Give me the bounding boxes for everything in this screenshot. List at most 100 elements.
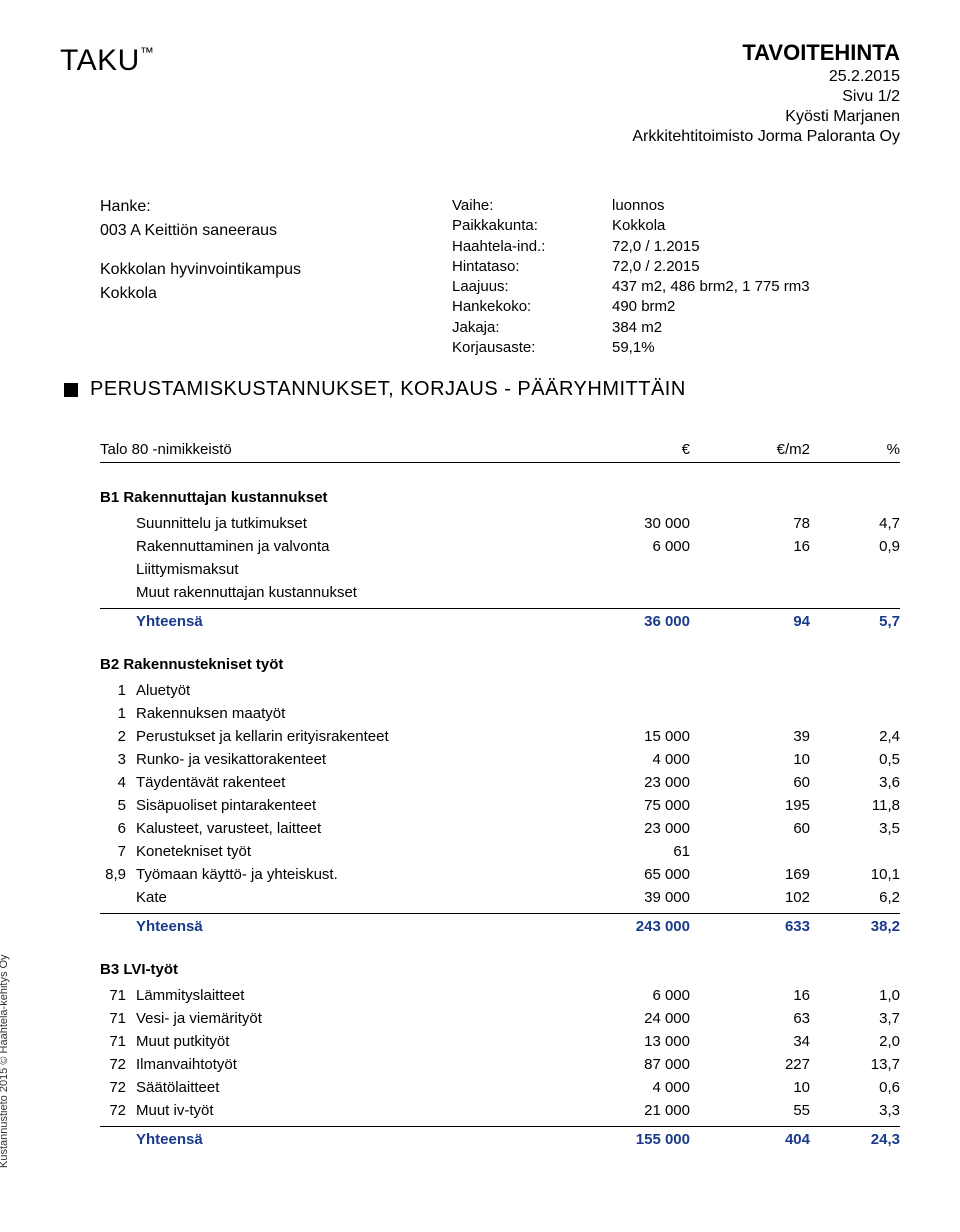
table-row: 2Perustukset ja kellarin erityisrakentee…: [100, 725, 900, 748]
row-eur: 6 000: [550, 538, 690, 555]
row-m2: [690, 561, 810, 578]
row-m2: 169: [690, 866, 810, 883]
row-label: Perustukset ja kellarin erityisrakenteet: [136, 728, 550, 745]
metadata-row: Hankekoko:490 brm2: [452, 297, 900, 317]
project-label: Hanke:: [100, 196, 432, 218]
metadata-row: Paikkakunta:Kokkola: [452, 216, 900, 236]
metadata-label: Jakaja:: [452, 318, 612, 338]
row-label: Täydentävät rakenteet: [136, 774, 550, 791]
row-idx: 71: [100, 1033, 136, 1050]
table-row: 4Täydentävät rakenteet23 000603,6: [100, 771, 900, 794]
row-m2: 60: [690, 774, 810, 791]
row-eur: 23 000: [550, 774, 690, 791]
row-m2: 63: [690, 1010, 810, 1027]
bullet-square-icon: [64, 383, 78, 397]
group-b3-title: B3 LVI-työt: [100, 961, 900, 978]
sum-m2: 404: [690, 1131, 810, 1148]
table-row: 3Runko- ja vesikattorakenteet4 000100,5: [100, 748, 900, 771]
metadata-value: 437 m2, 486 brm2, 1 775 rm3: [612, 277, 900, 297]
row-m2: 55: [690, 1102, 810, 1119]
table-row: 6Kalusteet, varusteet, laitteet23 000603…: [100, 817, 900, 840]
row-idx: 5: [100, 797, 136, 814]
table-row: 7Konetekniset työt61: [100, 840, 900, 863]
row-pct: 10,1: [810, 866, 900, 883]
row-eur: 23 000: [550, 820, 690, 837]
metadata-block: Vaihe:luonnos Paikkakunta:Kokkola Haahte…: [452, 196, 900, 358]
row-eur: 24 000: [550, 1010, 690, 1027]
col-m2: €/m2: [690, 441, 810, 458]
header-right: TAVOITEHINTA 25.2.2015 Sivu 1/2 Kyösti M…: [632, 40, 900, 146]
row-label: Aluetyöt: [136, 682, 550, 699]
row-idx: 72: [100, 1102, 136, 1119]
row-idx: 72: [100, 1056, 136, 1073]
sum-m2: 94: [690, 613, 810, 630]
row-eur: 61: [550, 843, 690, 860]
row-eur: 21 000: [550, 1102, 690, 1119]
row-label: Lämmityslaitteet: [136, 987, 550, 1004]
row-m2: 16: [690, 987, 810, 1004]
group-b3-sum: Yhteensä 155 000 404 24,3: [100, 1126, 900, 1148]
table-row: 1Aluetyöt: [100, 679, 900, 702]
row-idx: [100, 889, 136, 906]
sum-pct: 38,2: [810, 918, 900, 935]
row-eur: [550, 682, 690, 699]
sum-eur: 243 000: [550, 918, 690, 935]
row-idx: 1: [100, 705, 136, 722]
row-eur: 87 000: [550, 1056, 690, 1073]
row-label: Ilmanvaihtotyöt: [136, 1056, 550, 1073]
row-eur: [550, 705, 690, 722]
row-pct: [810, 584, 900, 601]
table-row: 72Säätölaitteet4 000100,6: [100, 1076, 900, 1099]
trademark-symbol: ™: [140, 44, 155, 60]
sum-label: Yhteensä: [100, 613, 550, 630]
row-idx: 7: [100, 843, 136, 860]
doc-date: 25.2.2015: [632, 68, 900, 86]
sum-label: Yhteensä: [100, 1131, 550, 1148]
col-label: Talo 80 -nimikkeistö: [100, 441, 550, 458]
metadata-row: Hintataso:72,0 / 2.2015: [452, 257, 900, 277]
row-eur: 4 000: [550, 751, 690, 768]
group-b1-sum: Yhteensä 36 000 94 5,7: [100, 608, 900, 630]
row-label: Liittymismaksut: [100, 561, 550, 578]
metadata-label: Korjausaste:: [452, 338, 612, 358]
row-label: Konetekniset työt: [136, 843, 550, 860]
section-title-wrap: PERUSTAMISKUSTANNUKSET, KORJAUS - PÄÄRYH…: [60, 378, 900, 401]
row-idx: 71: [100, 987, 136, 1004]
row-pct: 2,0: [810, 1033, 900, 1050]
metadata-label: Vaihe:: [452, 196, 612, 216]
row-pct: 3,6: [810, 774, 900, 791]
table-row: 71Vesi- ja viemärityöt24 000633,7: [100, 1007, 900, 1030]
row-m2: [690, 705, 810, 722]
row-label: Vesi- ja viemärityöt: [136, 1010, 550, 1027]
table-row: 1Rakennuksen maatyöt: [100, 702, 900, 725]
content-top: Hanke: 003 A Keittiön saneeraus Kokkolan…: [100, 196, 900, 358]
row-pct: 1,0: [810, 987, 900, 1004]
row-m2: [690, 682, 810, 699]
group-b2-sum: Yhteensä 243 000 633 38,2: [100, 913, 900, 935]
row-m2: 227: [690, 1056, 810, 1073]
row-eur: 39 000: [550, 889, 690, 906]
col-eur: €: [550, 441, 690, 458]
project-block: Hanke: 003 A Keittiön saneeraus Kokkolan…: [100, 196, 452, 358]
row-label: Suunnittelu ja tutkimukset: [100, 515, 550, 532]
row-pct: [810, 682, 900, 699]
row-m2: 195: [690, 797, 810, 814]
metadata-row: Korjausaste:59,1%: [452, 338, 900, 358]
row-eur: 75 000: [550, 797, 690, 814]
row-idx: 6: [100, 820, 136, 837]
row-pct: 0,9: [810, 538, 900, 555]
row-pct: 3,5: [810, 820, 900, 837]
row-m2: 10: [690, 1079, 810, 1096]
row-idx: 4: [100, 774, 136, 791]
row-idx: 72: [100, 1079, 136, 1096]
group-b1-title: B1 Rakennuttajan kustannukset: [100, 489, 900, 506]
row-m2: 78: [690, 515, 810, 532]
metadata-value: 72,0 / 2.2015: [612, 257, 900, 277]
row-pct: 0,5: [810, 751, 900, 768]
row-pct: 6,2: [810, 889, 900, 906]
table-row: 71Lämmityslaitteet6 000161,0: [100, 984, 900, 1007]
row-m2: 102: [690, 889, 810, 906]
metadata-label: Hintataso:: [452, 257, 612, 277]
row-m2: 10: [690, 751, 810, 768]
row-label: Muut putkityöt: [136, 1033, 550, 1050]
